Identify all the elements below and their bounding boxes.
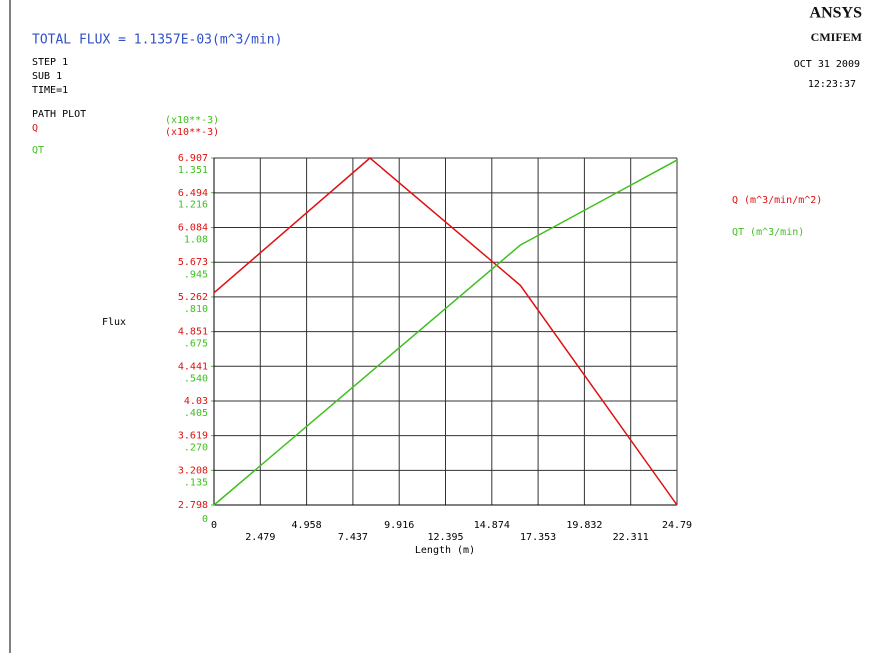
y2-tick-label: .540 bbox=[184, 373, 208, 384]
y-tick-label: 3.208 bbox=[178, 465, 208, 476]
x-tick-label: 14.874 bbox=[474, 520, 510, 531]
y2-tick-label: 0 bbox=[202, 514, 208, 525]
x-tick-label: 17.353 bbox=[520, 532, 556, 543]
legend-entry: QT (m^3/min) bbox=[732, 227, 804, 238]
y2-tick-label: .135 bbox=[184, 477, 208, 488]
info-line: STEP 1 bbox=[32, 57, 68, 68]
y-tick-label: 4.851 bbox=[178, 327, 208, 338]
series-label: Q bbox=[32, 123, 38, 134]
y2-tick-label: .405 bbox=[184, 408, 208, 419]
x-tick-label: 19.832 bbox=[566, 520, 602, 531]
x-tick-label: 24.79 bbox=[662, 520, 692, 531]
brand-sub: CMIFEM bbox=[811, 30, 862, 44]
y-tick-label: 5.262 bbox=[178, 292, 208, 303]
brand: ANSYS bbox=[810, 5, 863, 22]
x-tick-label: 4.958 bbox=[292, 520, 322, 531]
date: OCT 31 2009 bbox=[794, 59, 860, 70]
legend-entry: Q (m^3/min/m^2) bbox=[732, 195, 822, 206]
y-tick-label: 2.798 bbox=[178, 500, 208, 511]
x-axis-label: Length (m) bbox=[415, 545, 475, 556]
y-tick-label: 6.084 bbox=[178, 223, 208, 234]
y2-tick-label: 1.216 bbox=[178, 200, 208, 211]
y-tick-label: 4.441 bbox=[178, 361, 208, 372]
x-tick-label: 22.311 bbox=[613, 532, 649, 543]
y-tick-label: 4.03 bbox=[184, 396, 208, 407]
y2-tick-label: .270 bbox=[184, 443, 208, 454]
x-tick-label: 0 bbox=[211, 520, 217, 531]
info-line: SUB 1 bbox=[32, 71, 62, 82]
series-line bbox=[213, 159, 678, 506]
y2-tick-label: .810 bbox=[184, 304, 208, 315]
series-label: QT bbox=[32, 145, 44, 156]
y2-tick-label: .945 bbox=[184, 269, 208, 280]
y-tick-label: 5.673 bbox=[178, 257, 208, 268]
y2-scale-note: (x10**-3) bbox=[165, 115, 219, 126]
info-line: PATH PLOT bbox=[32, 109, 86, 120]
y-tick-label: 6.494 bbox=[178, 188, 208, 199]
y-axis-label: Flux bbox=[102, 317, 126, 328]
x-tick-label: 12.395 bbox=[427, 532, 463, 543]
x-tick-label: 2.479 bbox=[245, 532, 275, 543]
y-tick-label: 6.907 bbox=[178, 153, 208, 164]
y2-tick-label: 1.351 bbox=[178, 165, 208, 176]
y-scale-note: (x10**-3) bbox=[165, 127, 219, 138]
info-line: TIME=1 bbox=[32, 85, 68, 96]
y2-tick-label: 1.08 bbox=[184, 235, 208, 246]
plot-title: TOTAL FLUX = 1.1357E-03(m^3/min) bbox=[32, 33, 282, 48]
x-tick-label: 9.916 bbox=[384, 520, 414, 531]
y2-tick-label: .675 bbox=[184, 339, 208, 350]
time: 12:23:37 bbox=[808, 79, 856, 90]
x-tick-label: 7.437 bbox=[338, 532, 368, 543]
y-tick-label: 3.619 bbox=[178, 431, 208, 442]
series-line bbox=[213, 157, 678, 506]
